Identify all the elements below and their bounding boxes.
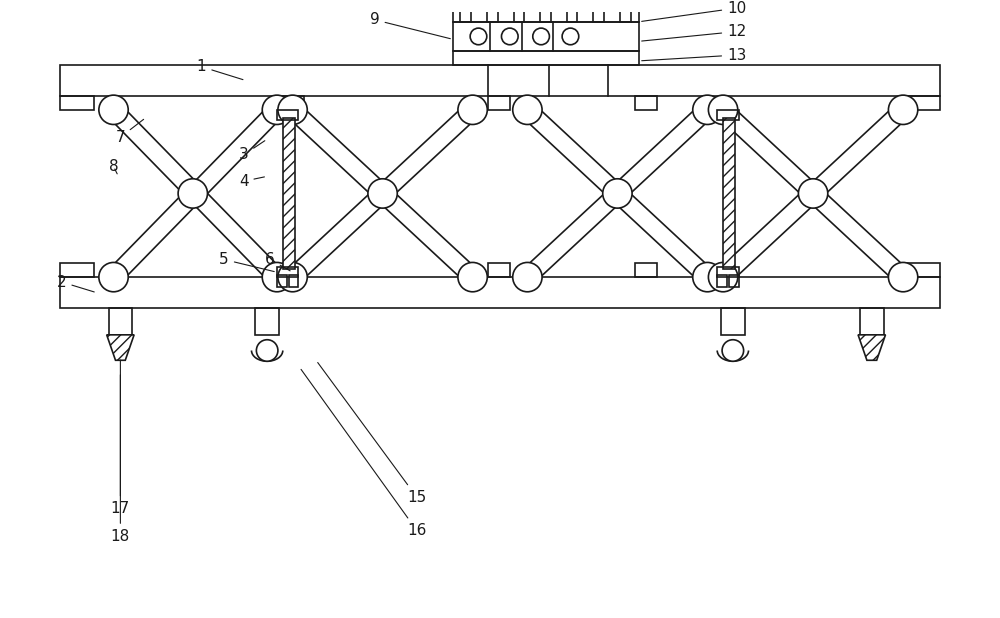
Bar bbox=[283, 117, 295, 269]
Circle shape bbox=[603, 179, 632, 208]
Polygon shape bbox=[287, 103, 479, 284]
Polygon shape bbox=[521, 103, 713, 284]
Text: 9: 9 bbox=[370, 12, 450, 39]
Circle shape bbox=[533, 28, 549, 44]
Text: 16: 16 bbox=[301, 370, 427, 538]
Bar bbox=[906, 96, 940, 110]
Text: 13: 13 bbox=[642, 48, 746, 62]
Circle shape bbox=[798, 179, 828, 208]
Text: 5: 5 bbox=[219, 252, 274, 271]
Text: 18: 18 bbox=[111, 375, 130, 544]
Circle shape bbox=[99, 95, 128, 124]
Bar bbox=[723, 117, 735, 269]
Polygon shape bbox=[107, 104, 283, 283]
Bar bbox=[729, 275, 739, 287]
Circle shape bbox=[722, 340, 744, 362]
Circle shape bbox=[513, 95, 542, 124]
Text: 15: 15 bbox=[318, 363, 426, 505]
Bar bbox=[283, 263, 304, 277]
Polygon shape bbox=[858, 335, 885, 360]
Circle shape bbox=[562, 28, 579, 44]
Circle shape bbox=[262, 95, 292, 124]
Circle shape bbox=[513, 263, 542, 292]
Bar bbox=[60, 65, 940, 96]
Circle shape bbox=[888, 95, 918, 124]
Circle shape bbox=[278, 263, 307, 292]
Bar bbox=[721, 308, 745, 335]
Circle shape bbox=[178, 179, 207, 208]
Bar bbox=[717, 275, 727, 287]
Bar bbox=[453, 2, 639, 22]
Circle shape bbox=[278, 95, 307, 124]
Text: 10: 10 bbox=[642, 1, 746, 22]
Bar bbox=[717, 268, 739, 277]
Bar bbox=[453, 51, 639, 65]
Text: 4: 4 bbox=[239, 174, 264, 188]
Circle shape bbox=[458, 263, 487, 292]
Bar bbox=[488, 96, 510, 110]
Bar bbox=[620, 2, 631, 22]
Circle shape bbox=[708, 263, 738, 292]
Text: 1: 1 bbox=[197, 59, 243, 80]
Bar bbox=[289, 275, 298, 287]
Text: 14: 14 bbox=[0, 617, 1, 618]
Circle shape bbox=[888, 263, 918, 292]
Bar bbox=[860, 308, 884, 335]
Bar bbox=[460, 2, 471, 22]
Text: 7: 7 bbox=[116, 119, 144, 145]
Bar bbox=[60, 263, 94, 277]
Polygon shape bbox=[521, 103, 713, 284]
Bar bbox=[540, 2, 551, 22]
Bar bbox=[593, 2, 604, 22]
Polygon shape bbox=[287, 103, 479, 284]
Bar bbox=[488, 263, 510, 277]
Bar bbox=[60, 277, 940, 308]
Bar bbox=[283, 96, 304, 110]
Bar bbox=[635, 96, 657, 110]
Circle shape bbox=[256, 340, 278, 362]
Text: 8: 8 bbox=[109, 159, 118, 174]
Bar bbox=[277, 275, 287, 287]
Circle shape bbox=[262, 263, 292, 292]
Text: 11: 11 bbox=[0, 617, 1, 618]
Text: 12: 12 bbox=[642, 24, 746, 41]
Bar bbox=[514, 2, 524, 22]
Bar bbox=[717, 110, 739, 120]
Circle shape bbox=[99, 263, 128, 292]
Polygon shape bbox=[717, 103, 909, 284]
Polygon shape bbox=[107, 335, 134, 360]
Circle shape bbox=[708, 95, 738, 124]
Bar bbox=[109, 308, 132, 335]
Bar bbox=[906, 263, 940, 277]
Bar bbox=[277, 268, 298, 277]
Bar bbox=[567, 2, 577, 22]
Text: 6: 6 bbox=[265, 252, 290, 271]
Circle shape bbox=[458, 95, 487, 124]
Text: 2: 2 bbox=[57, 274, 94, 292]
Text: 3: 3 bbox=[239, 141, 265, 163]
Circle shape bbox=[693, 95, 722, 124]
Polygon shape bbox=[717, 103, 909, 284]
Polygon shape bbox=[107, 104, 283, 283]
Text: 17: 17 bbox=[111, 360, 130, 517]
Bar bbox=[255, 308, 279, 335]
Circle shape bbox=[368, 179, 397, 208]
Circle shape bbox=[693, 263, 722, 292]
Circle shape bbox=[470, 28, 487, 44]
Bar bbox=[453, 22, 639, 51]
Bar bbox=[635, 263, 657, 277]
Circle shape bbox=[501, 28, 518, 44]
Bar bbox=[443, 0, 649, 2]
Bar bbox=[277, 110, 298, 120]
Bar bbox=[60, 96, 94, 110]
Bar bbox=[487, 2, 498, 22]
